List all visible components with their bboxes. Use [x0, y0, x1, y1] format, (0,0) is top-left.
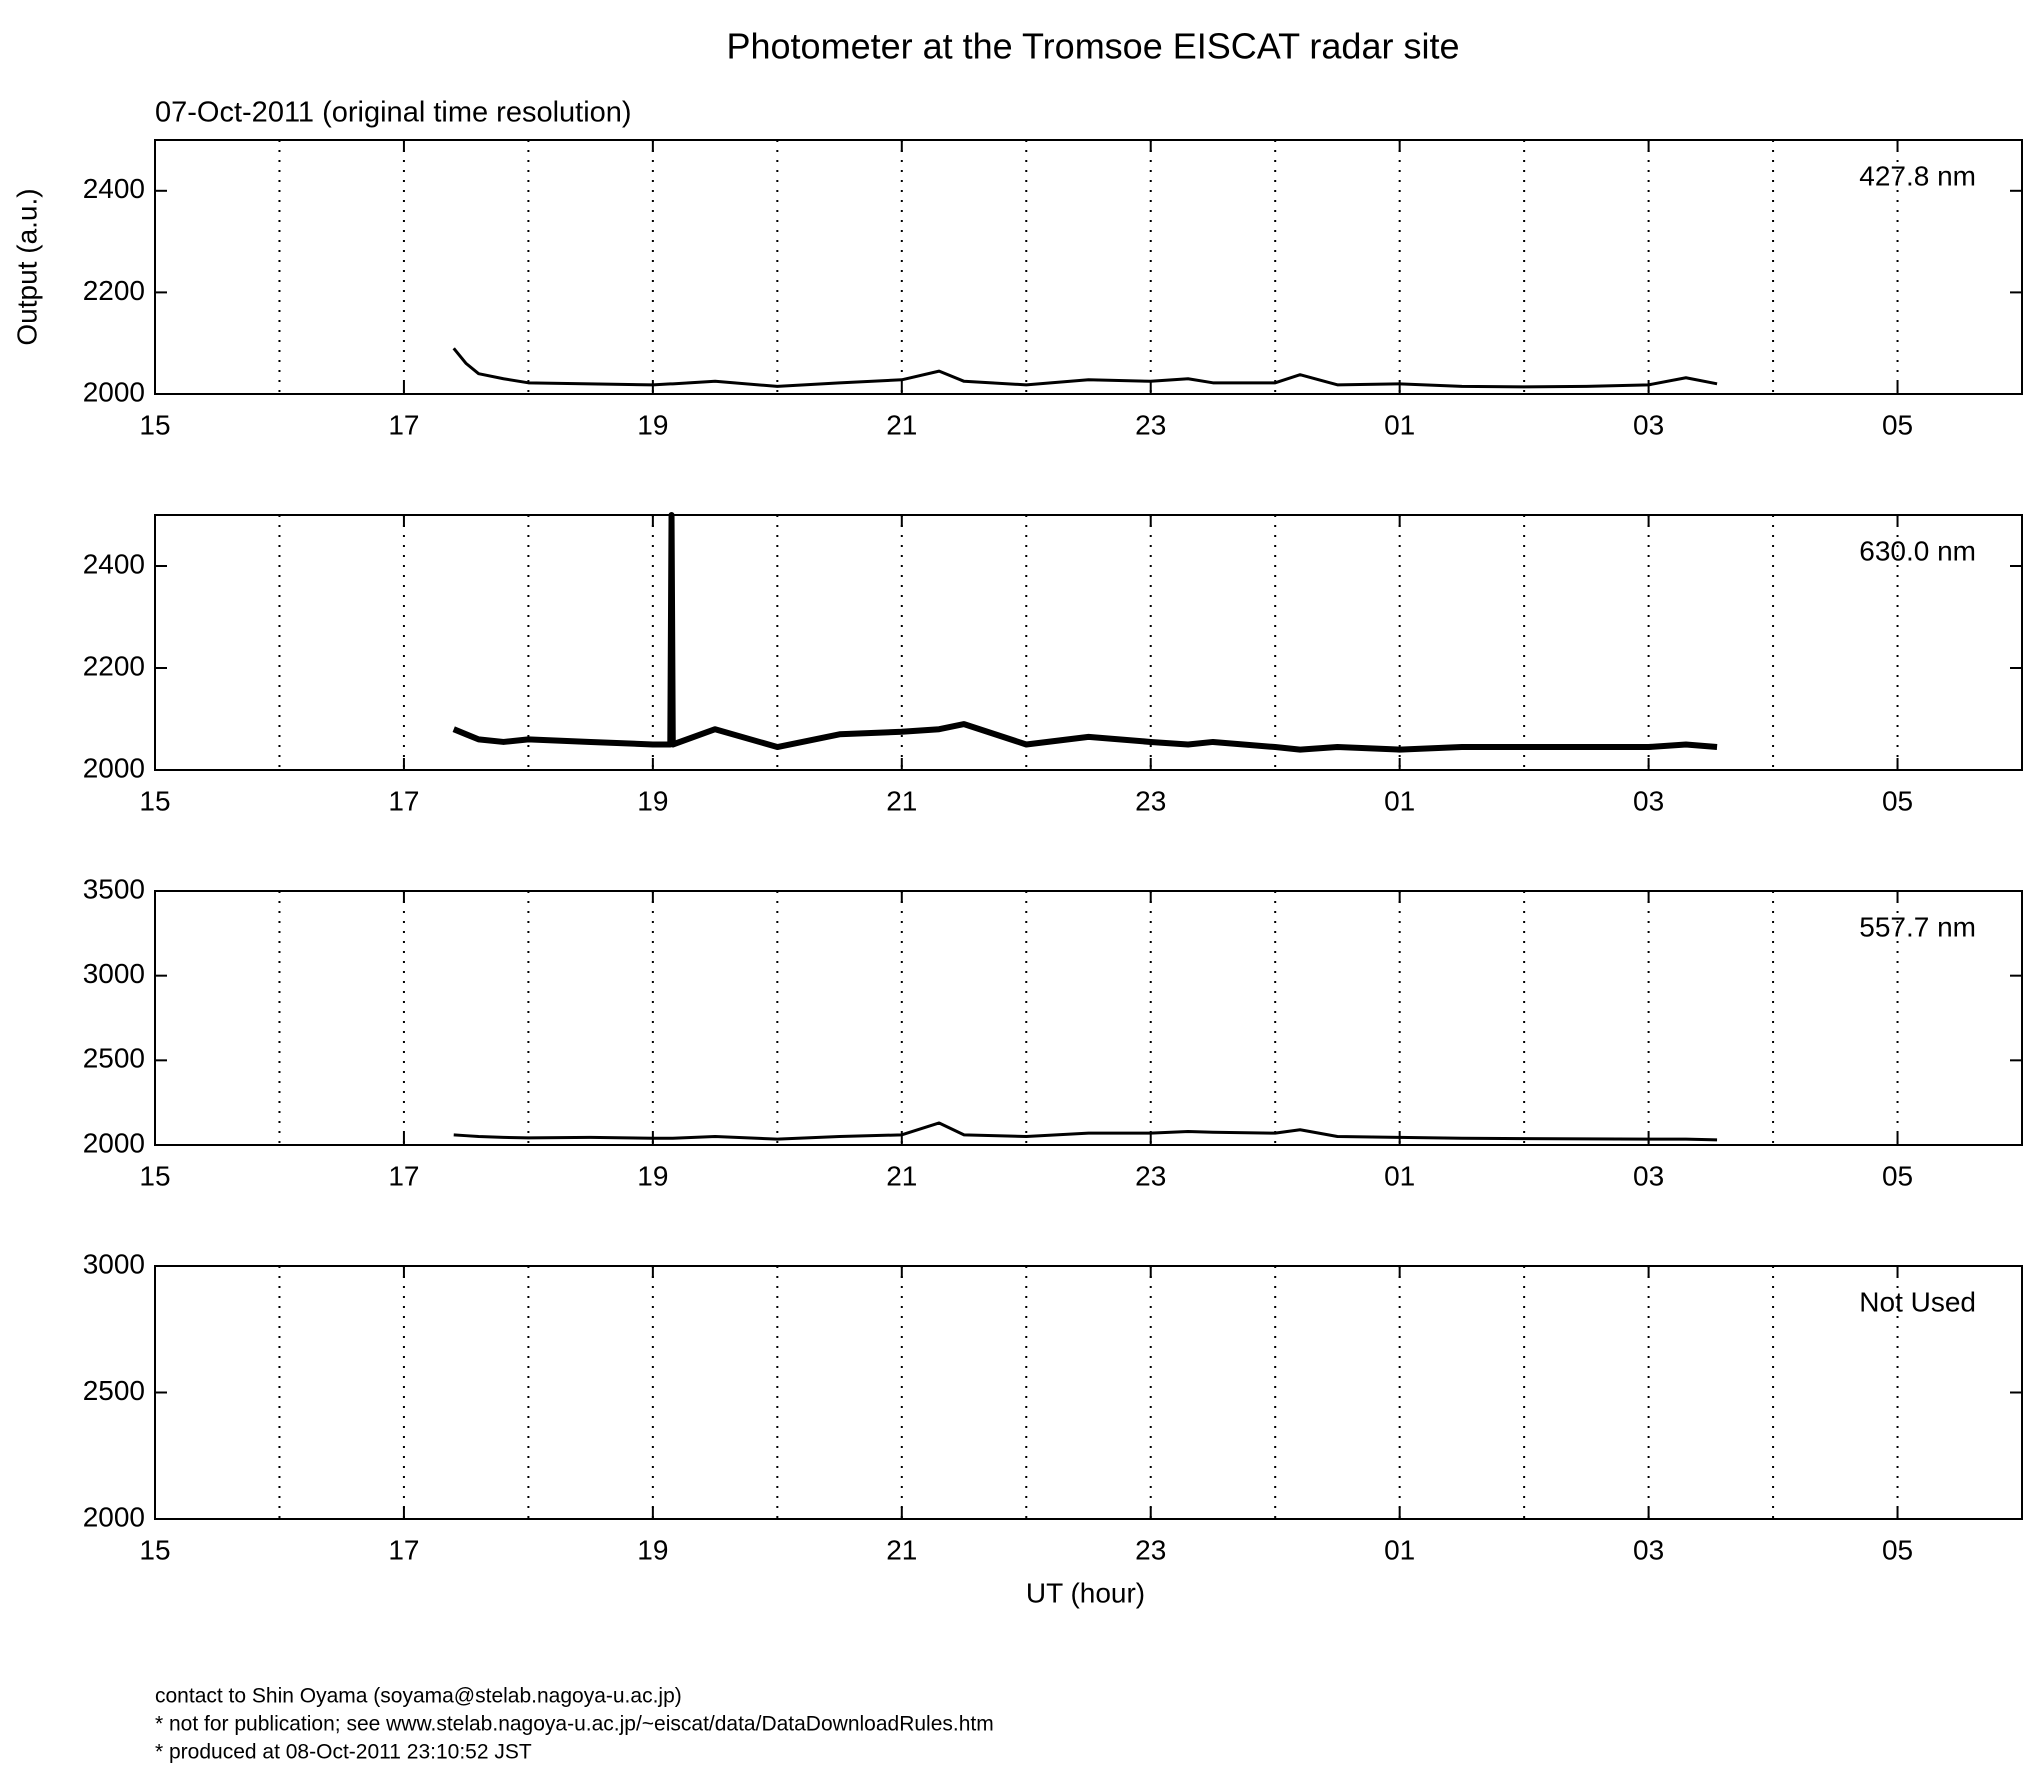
data-line: [452, 347, 1718, 389]
panel-label: 427.8 nm: [1859, 160, 1976, 191]
x-tick-label: 05: [1882, 1534, 1913, 1565]
x-tick-label: 05: [1882, 409, 1913, 440]
x-tick-label: 01: [1384, 409, 1415, 440]
y-tick-label: 2000: [83, 752, 145, 783]
y-tick-label: 2000: [83, 1127, 145, 1158]
x-tick-label: 01: [1384, 785, 1415, 816]
x-tick-label: 15: [139, 785, 170, 816]
y-tick-label: 2000: [83, 376, 145, 407]
panel-label: 630.0 nm: [1859, 535, 1976, 566]
x-tick-label: 23: [1135, 1534, 1166, 1565]
y-tick-label: 3500: [83, 873, 145, 904]
y-tick-label: 2200: [83, 275, 145, 306]
x-tick-label: 19: [637, 409, 668, 440]
x-tick-label: 15: [139, 409, 170, 440]
x-tick-label: 03: [1633, 785, 1664, 816]
x-tick-label: 21: [886, 785, 917, 816]
x-tick-label: 15: [139, 1534, 170, 1565]
panel-label: 557.7 nm: [1859, 911, 1976, 942]
x-tick-label: 19: [637, 1534, 668, 1565]
footer-line: * produced at 08-Oct-2011 23:10:52 JST: [155, 1741, 532, 1764]
chart-title: Photometer at the Tromsoe EISCAT radar s…: [727, 26, 1460, 67]
y-tick-label: 2500: [83, 1043, 145, 1074]
x-tick-label: 03: [1633, 1534, 1664, 1565]
x-tick-label: 03: [1633, 1160, 1664, 1191]
x-tick-label: 23: [1135, 1160, 1166, 1191]
x-tick-label: 19: [637, 1160, 668, 1191]
y-tick-label: 2000: [83, 1501, 145, 1532]
y-tick-label: 2200: [83, 650, 145, 681]
x-tick-label: 01: [1384, 1160, 1415, 1191]
plot-frame: [154, 139, 2023, 395]
x-tick-label: 05: [1882, 1160, 1913, 1191]
x-tick-label: 17: [388, 785, 419, 816]
x-tick-label: 23: [1135, 785, 1166, 816]
y-tick-label: 3000: [83, 1248, 145, 1279]
panel-label: Not Used: [1859, 1286, 1976, 1317]
x-tick-label: 23: [1135, 409, 1166, 440]
footer-line: * not for publication; see www.stelab.na…: [155, 1713, 994, 1736]
x-tick-label: 15: [139, 1160, 170, 1191]
data-line: [453, 1121, 1718, 1142]
plot-frame: [154, 890, 2023, 1146]
x-tick-label: 03: [1633, 409, 1664, 440]
x-tick-label: 21: [886, 1534, 917, 1565]
y-tick-label: 2400: [83, 548, 145, 579]
subtitle: 07-Oct-2011 (original time resolution): [155, 97, 632, 129]
x-tick-label: 21: [886, 1160, 917, 1191]
x-tick-label: 05: [1882, 785, 1913, 816]
plot-frame: [154, 514, 2023, 771]
y-axis-label: Output (a.u.): [11, 188, 42, 345]
x-tick-label: 19: [637, 785, 668, 816]
y-tick-label: 3000: [83, 958, 145, 989]
x-axis-label: UT (hour): [1026, 1577, 1145, 1608]
y-tick-label: 2500: [83, 1375, 145, 1406]
x-tick-label: 17: [388, 1160, 419, 1191]
x-tick-label: 17: [388, 1534, 419, 1565]
y-tick-label: 2400: [83, 173, 145, 204]
x-tick-label: 01: [1384, 1534, 1415, 1565]
x-tick-label: 17: [388, 409, 419, 440]
footer-line: contact to Shin Oyama (soyama@stelab.nag…: [155, 1685, 682, 1708]
data-line: [452, 512, 1718, 753]
x-tick-label: 21: [886, 409, 917, 440]
plot-frame: [154, 1265, 2023, 1520]
